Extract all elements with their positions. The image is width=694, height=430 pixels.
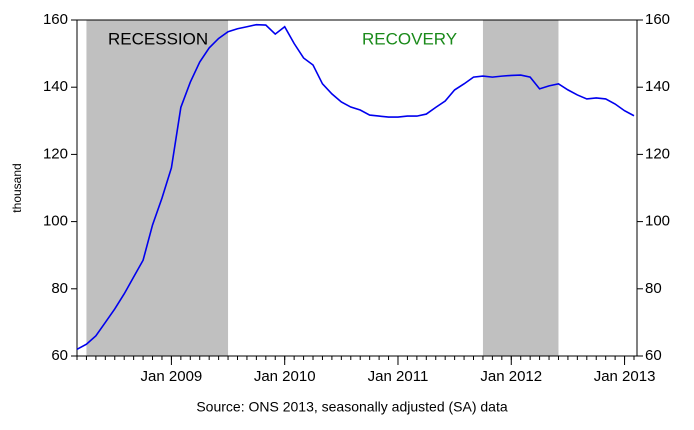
x-tick-label: Jan 2009 — [141, 368, 203, 385]
y-tick-label: 60 — [51, 347, 68, 364]
plot-frame — [76, 19, 638, 357]
y2-tick-label: 120 — [645, 145, 670, 162]
y-tick-label: 120 — [43, 145, 68, 162]
y-tick-label: 160 — [43, 11, 68, 28]
x-tick-label: Jan 2010 — [254, 368, 316, 385]
y-tick-label: 140 — [43, 78, 68, 95]
annotation: RECESSION — [108, 29, 208, 48]
y-tick-label: 80 — [51, 280, 68, 297]
y2-tick-label: 140 — [645, 78, 670, 95]
y2-tick-label: 80 — [645, 280, 662, 297]
source-note: Source: ONS 2013, seasonally adjusted (S… — [196, 399, 508, 415]
y2-tick-label: 160 — [645, 11, 670, 28]
shaded-period — [86, 20, 229, 356]
y-axis-label: thousand — [10, 163, 24, 212]
x-tick-label: Jan 2013 — [594, 368, 656, 385]
y2-tick-label: 100 — [645, 213, 670, 230]
y-tick-label: 100 — [43, 213, 68, 230]
shaded-period — [482, 20, 559, 356]
annotation: RECOVERY — [362, 29, 457, 48]
y2-tick-label: 60 — [645, 347, 662, 364]
x-tick-label: Jan 2012 — [480, 368, 542, 385]
x-tick-label: Jan 2011 — [368, 368, 429, 385]
line-series — [76, 23, 635, 350]
